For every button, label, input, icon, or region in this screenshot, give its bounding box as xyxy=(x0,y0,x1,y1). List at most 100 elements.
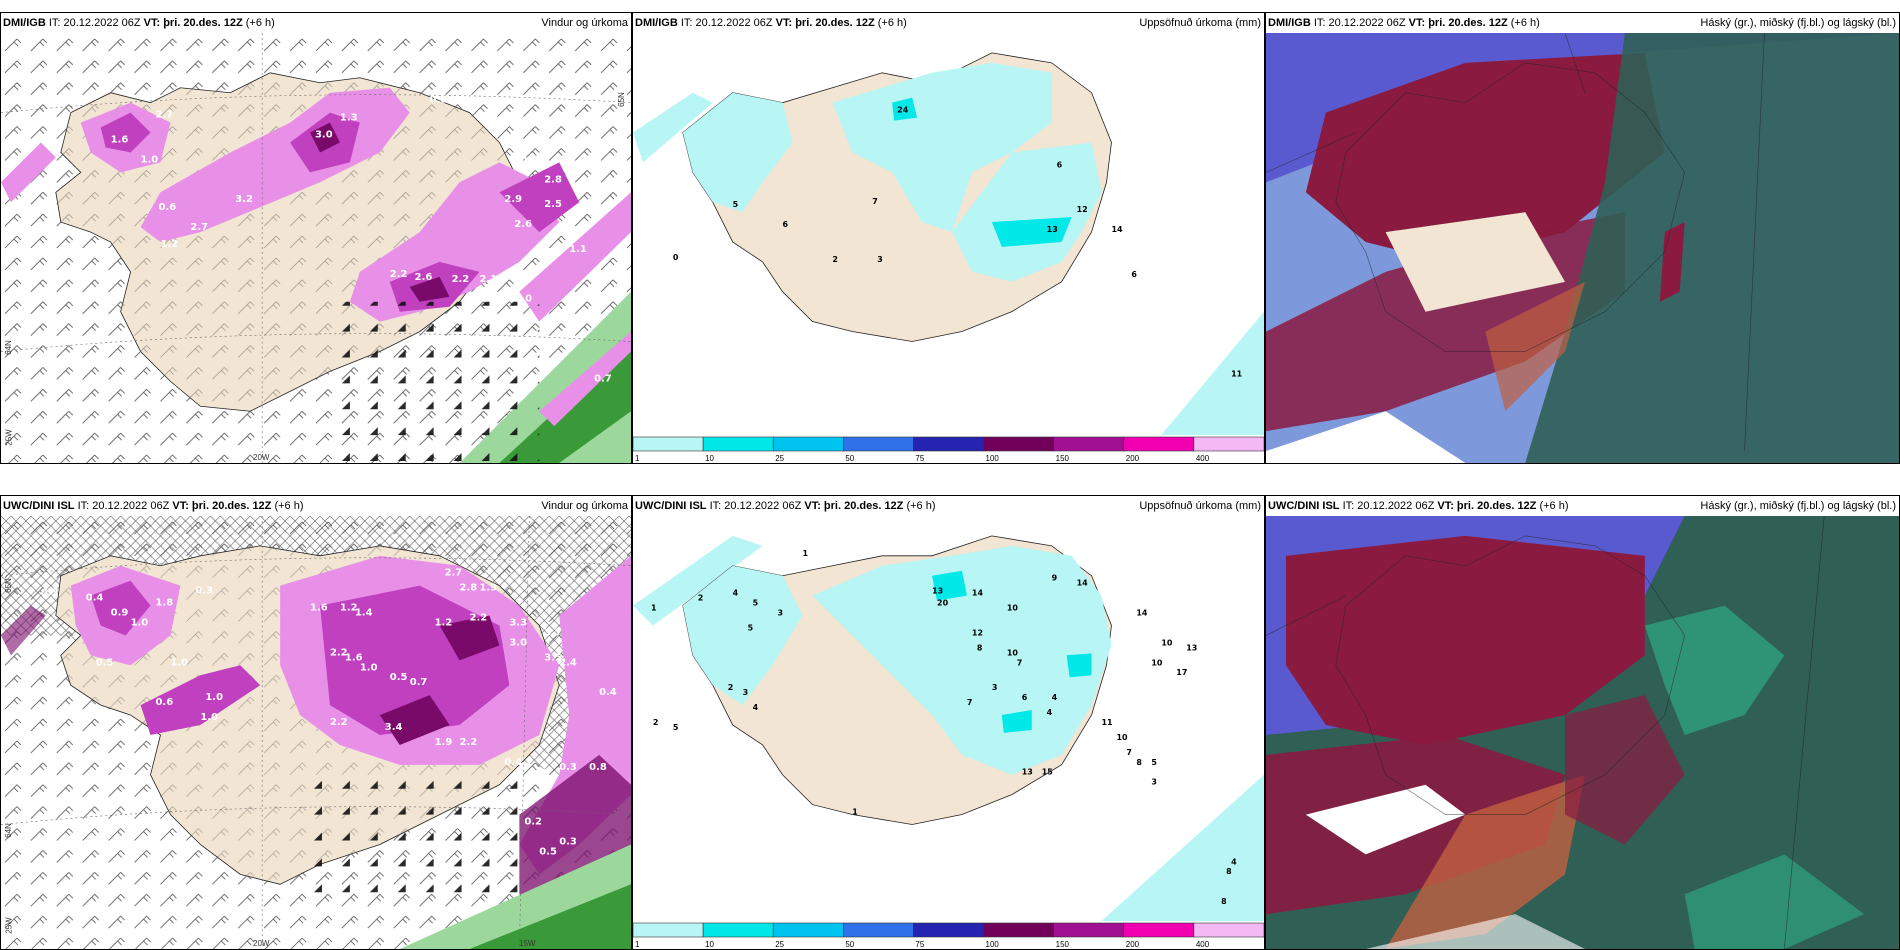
map-value-label: 2.6 xyxy=(514,219,532,230)
panel-header: UWC/DINI ISL IT: 20.12.2022 06Z VT: þri.… xyxy=(1,496,631,516)
map-value-label: 2.2 xyxy=(390,269,408,280)
map-value-label: 7 xyxy=(1017,658,1023,667)
colorbar-segment xyxy=(772,436,844,452)
map-value-label: 0.6 xyxy=(156,697,174,708)
map-value-label: 14 xyxy=(1136,609,1148,618)
map-value-label: 2.2 xyxy=(330,647,348,658)
map-value-label: 11 xyxy=(1231,369,1242,378)
accum-shading xyxy=(682,62,1102,282)
map-value-label: 2.8 xyxy=(460,583,478,594)
accum-value-labels: 24 7 5 6 2 3 6 12 13 14 6 11 0 xyxy=(673,106,1242,379)
map-value-label: 5 xyxy=(1151,758,1157,767)
colorbar-segment xyxy=(843,436,914,452)
map-value-label: 1.1 xyxy=(569,244,587,255)
colorbar-segment xyxy=(1193,922,1264,938)
map-area: 1 1 2 4 5 3 5 13 20 14 9 14 10 14 12 8 10 7 10 10 13 17 2 3 4 2 5 7… xyxy=(633,516,1264,921)
map-value-label: 5 xyxy=(733,200,739,209)
map-value-label: 17 xyxy=(1176,668,1187,677)
map-value-label: 0.4 xyxy=(599,687,617,698)
map-value-label: 15 xyxy=(1042,768,1053,777)
accum-shading xyxy=(682,545,1112,775)
colorbar-tick-label: 50 xyxy=(845,940,854,949)
map-value-label: 20 xyxy=(937,599,949,608)
map-value-label: 4 xyxy=(1047,708,1053,717)
colorbar-segment xyxy=(913,922,984,938)
map-value-label: 1.9 xyxy=(435,737,453,748)
colorbar-tick-label: 100 xyxy=(986,940,1000,949)
colorbar-tick-label: 150 xyxy=(1056,454,1070,463)
gridlines xyxy=(1,516,631,949)
axis-label-lat1: 65N xyxy=(3,578,13,593)
map-value-label: 1.0 xyxy=(131,618,149,629)
map-value-label: 3.7 xyxy=(544,627,562,638)
axis-label-lat2: 64N xyxy=(3,340,13,355)
panel-dmi-accum-precip: DMI/IGB IT: 20.12.2022 06Z VT: þri. 20.d… xyxy=(632,12,1265,464)
map-value-label: 10 xyxy=(1007,604,1019,613)
panel-title: Háský (gr.), miðský (fj.bl.) og lágský (… xyxy=(1700,500,1896,512)
map-value-label: 3 xyxy=(778,609,784,618)
map-value-label: 3.0 xyxy=(315,130,333,141)
map-value-label: 2.6 xyxy=(415,272,433,283)
map-value-label: 13 xyxy=(1186,643,1197,652)
panel-title: Uppsöfnuð úrkoma (mm) xyxy=(1139,17,1261,29)
map-value-label: 0.6 xyxy=(159,202,177,213)
colorbar-segment xyxy=(1193,436,1264,452)
panel-uwc-accum-precip: UWC/DINI ISL IT: 20.12.2022 06Z VT: þri.… xyxy=(632,495,1265,950)
map-value-label: 7 xyxy=(1126,748,1132,757)
valid-time: VT: þri. 20.des. 12Z xyxy=(143,17,243,29)
map-value-label: 2 xyxy=(832,255,838,264)
map-value-label: 0.2 xyxy=(524,817,542,828)
map-value-label: 13 xyxy=(1022,768,1033,777)
panel-title: Háský (gr.), miðský (fj.bl.) og lágský (… xyxy=(1700,17,1896,29)
map-value-label: 0.3 xyxy=(195,586,213,597)
map-value-label: 6 xyxy=(783,220,789,229)
map-value-label: 0.8 xyxy=(589,762,607,773)
axis-label-lon1: 20W xyxy=(253,939,270,948)
colorbar-segment xyxy=(702,436,774,452)
map-value-label: 1.0 xyxy=(509,154,527,165)
model-name: DMI/IGB xyxy=(3,17,46,29)
lead-time: (+6 h) xyxy=(1539,500,1569,512)
map-value-label: 3 xyxy=(992,683,998,692)
map-value-label: 3.3 xyxy=(509,618,527,629)
map-value-label: 6 xyxy=(1131,270,1137,279)
map-value-label: 2.1 xyxy=(479,274,497,285)
map-value-label: 2.5 xyxy=(544,199,562,210)
valid-time: VT: þri. 20.des. 12Z xyxy=(1408,17,1508,29)
map-value-label: 2.2 xyxy=(470,613,488,624)
colorbar-tick-label: 10 xyxy=(705,940,714,949)
precip-value-labels: 0.3 0.40.91.01.80.31.00.50.6 1.01.6 1.21.42… xyxy=(41,568,617,858)
map-value-label: 0.3 xyxy=(41,588,59,599)
accum-value-labels: 1124535132014914101412810710101317234257… xyxy=(651,549,1237,906)
map-value-label: 1.6 xyxy=(310,603,328,614)
init-time: IT: 20.12.2022 06Z xyxy=(48,17,141,29)
axis-label-lon1: 20W xyxy=(253,453,270,462)
map-value-label: 6 xyxy=(1022,693,1028,702)
map-area xyxy=(1266,516,1899,949)
lead-time: (+6 h) xyxy=(274,500,304,512)
colorbar-tick-label: 10 xyxy=(705,454,714,463)
colorbar-segment xyxy=(633,436,704,452)
panel-header: DMI/IGB IT: 20.12.2022 06Z VT: þri. 20.d… xyxy=(633,13,1264,33)
map-value-label: 6 xyxy=(1057,160,1063,169)
valid-time: VT: þri. 20.des. 12Z xyxy=(172,500,272,512)
colorbar-tick-label: 75 xyxy=(915,454,924,463)
map-value-label: 0.4 xyxy=(504,757,522,768)
map-value-label: 8 xyxy=(977,643,983,652)
map-value-label: 2.9 xyxy=(504,194,522,205)
map-area: 24 7 5 6 2 3 6 12 13 14 6 11 0 xyxy=(633,33,1264,435)
map-value-label: 1.0 xyxy=(141,154,159,165)
map-value-label: 2.8 xyxy=(544,174,562,185)
colorbar-tick-label: 400 xyxy=(1196,940,1210,949)
map-value-label: 1.0 xyxy=(514,294,532,305)
map-value-label: 3 xyxy=(877,255,883,264)
colorbar-tick-label: 25 xyxy=(775,454,784,463)
map-value-label: 0.5 xyxy=(96,657,114,668)
map-value-label: 3 xyxy=(743,688,749,697)
model-name: DMI/IGB xyxy=(635,17,678,29)
map-value-label: 2 xyxy=(698,594,704,603)
map-value-label: 3.0 xyxy=(509,637,527,648)
map-value-label: 14 xyxy=(972,589,984,598)
map-value-label: 5 xyxy=(748,623,754,632)
colorbar-segment xyxy=(983,922,1054,938)
